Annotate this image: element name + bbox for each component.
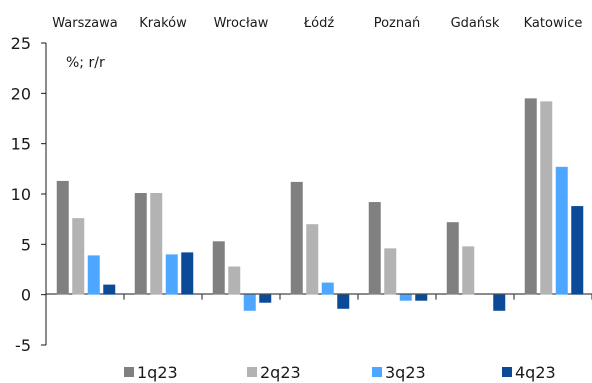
- bar-1q23: [368, 202, 381, 295]
- y-tick-label: 15: [11, 135, 31, 154]
- bar-3q23: [399, 294, 412, 301]
- y-tick-group: -5 0 5 10 15 20 25: [11, 34, 46, 355]
- bar-2q23: [72, 218, 85, 295]
- legend-label: 4q23: [515, 363, 556, 382]
- bar-1q23: [290, 181, 303, 295]
- bar-2q23: [384, 248, 397, 295]
- y-tick-label: 20: [11, 84, 31, 103]
- category-label: Katowice: [524, 16, 583, 31]
- y-tick-label: -5: [15, 336, 31, 355]
- bar-2q23: [540, 101, 553, 295]
- bar-3q23: [321, 282, 334, 295]
- category-label: Poznań: [374, 16, 421, 31]
- bar-2q23: [150, 192, 163, 295]
- bar-1q23: [446, 222, 459, 295]
- legend-swatch: [502, 367, 512, 377]
- bar-4q23: [337, 294, 350, 309]
- category-label: Wrocław: [214, 16, 269, 31]
- y-tick-label: 25: [11, 34, 31, 53]
- bar-4q23: [259, 294, 272, 303]
- bar-4q23: [571, 206, 584, 295]
- bar-1q23: [212, 241, 225, 295]
- category-label: Gdańsk: [451, 16, 500, 31]
- legend: 1q23 2q23 3q23 4q23: [124, 363, 556, 382]
- category-label: Warszawa: [52, 16, 118, 31]
- legend-label: 3q23: [385, 363, 426, 382]
- y-tick-label: 10: [11, 185, 31, 204]
- bar-3q23: [165, 254, 178, 295]
- category-label: Kraków: [139, 16, 187, 31]
- bar-4q23: [103, 284, 116, 295]
- bar-4q23: [181, 252, 194, 295]
- category-label: Łódź: [303, 16, 335, 31]
- bar-1q23: [56, 180, 69, 295]
- bar-4q23: [493, 294, 506, 311]
- y-tick-label: 5: [21, 235, 31, 254]
- bar-3q23: [243, 294, 256, 311]
- bar-1q23: [524, 98, 537, 295]
- legend-label: 1q23: [137, 363, 178, 382]
- bars-group: [56, 98, 584, 311]
- bar-3q23: [87, 255, 100, 295]
- legend-swatch: [124, 367, 134, 377]
- bar-2q23: [306, 224, 319, 295]
- x-tick-group: [45, 294, 592, 300]
- category-labels: Warszawa Kraków Wrocław Łódź Poznań Gdańsk Kat…: [52, 16, 582, 31]
- bar-2q23: [462, 246, 475, 295]
- legend-swatch: [372, 367, 382, 377]
- bar-3q23: [555, 166, 568, 295]
- legend-swatch: [247, 367, 257, 377]
- unit-label: %; r/r: [66, 55, 105, 71]
- y-tick-label: 0: [21, 286, 31, 305]
- bar-2q23: [228, 266, 241, 295]
- bar-1q23: [134, 192, 147, 295]
- bar-4q23: [415, 294, 428, 301]
- legend-label: 2q23: [260, 363, 301, 382]
